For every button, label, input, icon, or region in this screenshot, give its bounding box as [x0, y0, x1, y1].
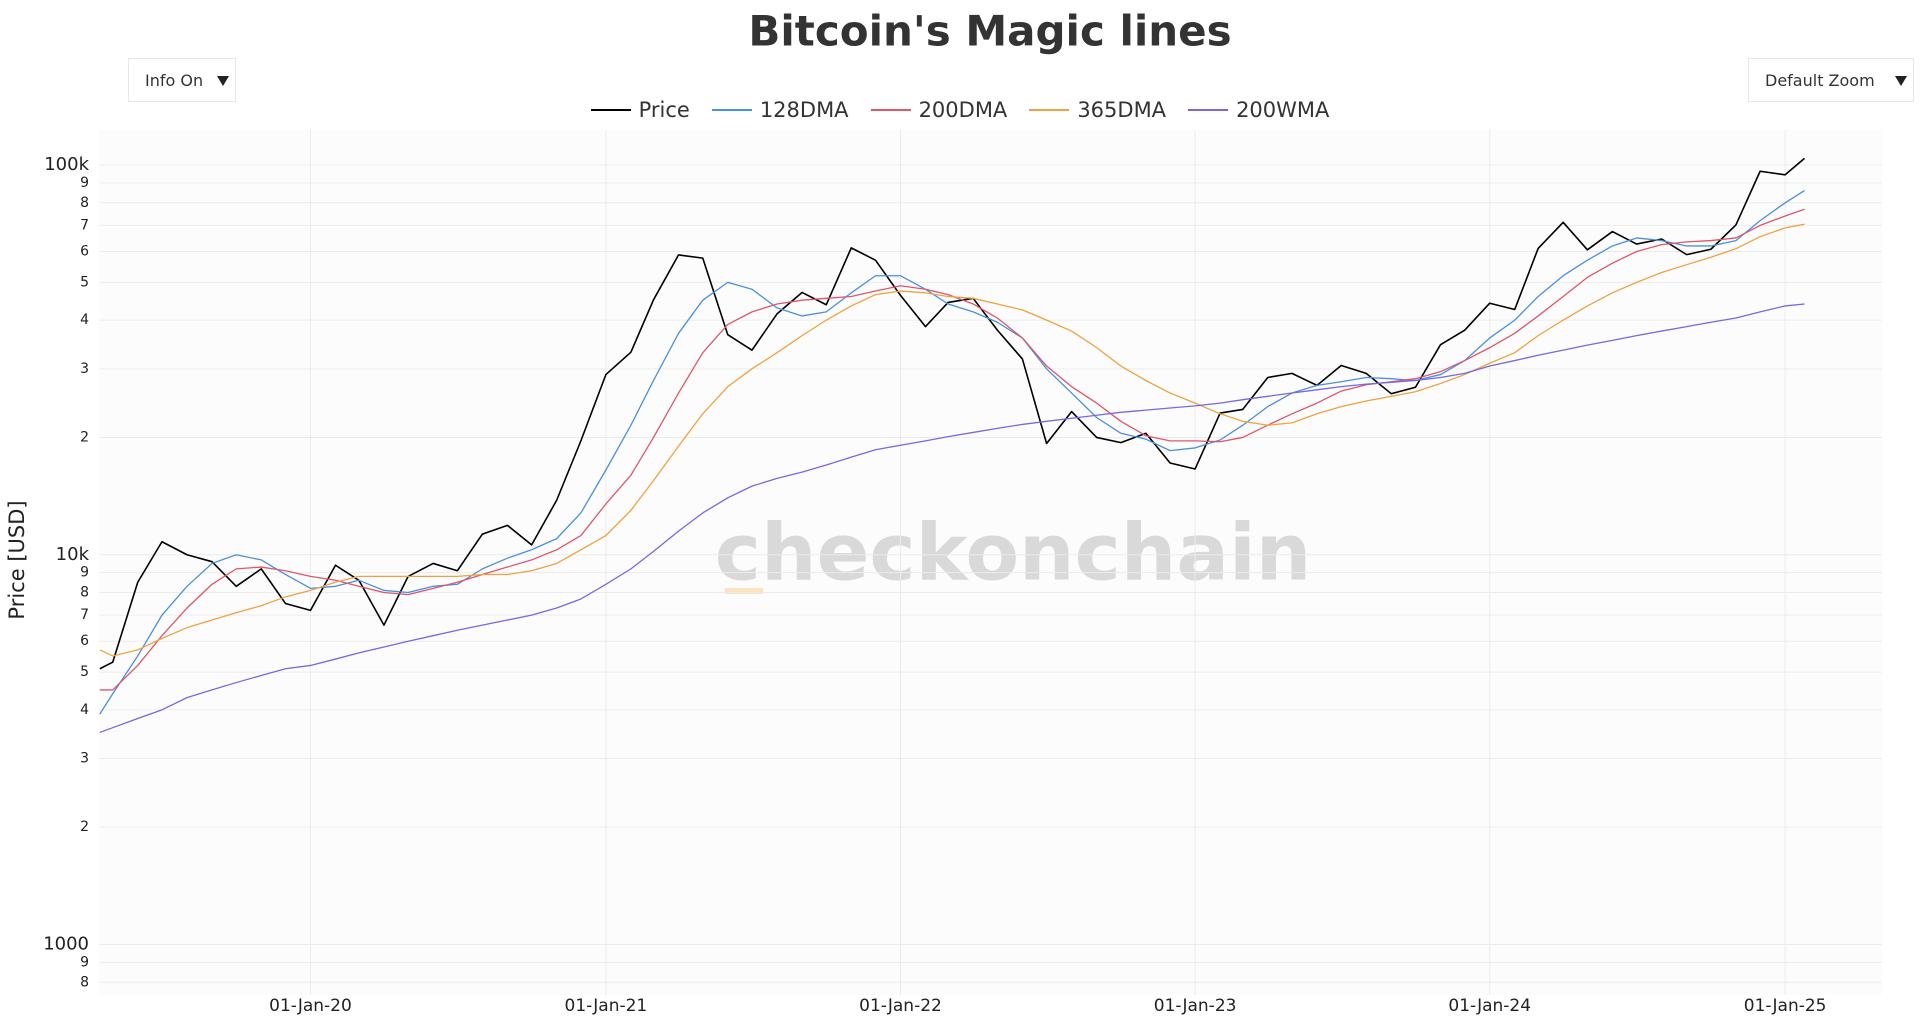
y-tick-label: 6 — [80, 633, 89, 649]
y-tick-label: 5 — [80, 274, 89, 290]
dropdown-arrow — [217, 76, 229, 86]
legend-label: 365DMA — [1077, 98, 1167, 122]
y-tick-label: 9 — [80, 954, 89, 970]
series-line — [99, 223, 1805, 657]
info-dropdown-label: Info On — [145, 70, 204, 90]
y-tick-label: 100k — [44, 154, 89, 175]
chart-title: Bitcoin's Magic lines — [748, 7, 1231, 56]
legend-label: Price — [638, 98, 690, 122]
series-line — [99, 157, 1806, 670]
y-axis-label: Price [USD] — [5, 500, 29, 619]
zoom-dropdown[interactable]: Default Zoom — [1748, 58, 1914, 102]
y-tick-label: 3 — [80, 361, 89, 377]
y-tick-label: 8 — [80, 585, 89, 601]
y-tick-label: 8 — [80, 195, 89, 211]
plot-area — [99, 130, 1882, 995]
y-tick-label: 4 — [80, 702, 89, 718]
y-tick-label: 10k — [56, 544, 90, 565]
x-tick-label: 01-Jan-23 — [1154, 996, 1237, 1016]
info-dropdown[interactable]: Info On — [128, 58, 236, 102]
x-tick-label: 01-Jan-24 — [1448, 996, 1531, 1016]
legend-label: 200DMA — [918, 98, 1008, 122]
series-line — [99, 208, 1805, 691]
y-tick-label: 5 — [80, 664, 89, 680]
legend-label: 128DMA — [759, 98, 849, 122]
zoom-dropdown-label: Default Zoom — [1765, 70, 1875, 90]
legend-swatch — [590, 109, 631, 111]
x-tick-label: 01-Jan-21 — [565, 996, 648, 1016]
legend-swatch — [870, 109, 911, 111]
y-tick-label: 9 — [80, 565, 89, 581]
y-tick-label: 8 — [80, 974, 89, 990]
y-tick-label: 1000 — [43, 933, 89, 954]
legend-item[interactable]: 365DMA — [1029, 98, 1166, 122]
x-tick-label: 01-Jan-25 — [1744, 996, 1827, 1016]
series-line — [99, 303, 1805, 734]
y-tick-label: 3 — [80, 751, 89, 767]
legend-swatch — [1029, 109, 1070, 111]
legend-item[interactable]: Price — [590, 98, 690, 122]
y-tick-label: 2 — [80, 429, 89, 445]
y-tick-label: 9 — [80, 175, 89, 191]
legend: Price 128DMA 200DMA 365DMA 200WMA — [0, 98, 1920, 122]
dropdown-arrow — [1895, 76, 1907, 86]
y-tick-label: 7 — [80, 607, 89, 623]
y-tick-label: 2 — [80, 819, 89, 835]
lines — [99, 157, 1806, 734]
legend-swatch — [711, 109, 752, 111]
y-tick-label: 7 — [80, 217, 89, 233]
legend-item[interactable]: 200DMA — [870, 98, 1008, 122]
watermark: checkonchain — [715, 508, 1311, 598]
legend-label: 200WMA — [1236, 98, 1330, 122]
y-tick-label: 4 — [80, 312, 89, 328]
legend-item[interactable]: 200WMA — [1188, 98, 1329, 122]
legend-swatch — [1188, 109, 1229, 111]
y-tick-label: 6 — [80, 243, 89, 259]
x-tick-label: 01-Jan-20 — [269, 996, 352, 1016]
watermark-dash — [725, 588, 763, 594]
x-tick-label: 01-Jan-22 — [859, 996, 942, 1016]
series-line — [99, 190, 1805, 715]
legend-item[interactable]: 128DMA — [711, 98, 849, 122]
